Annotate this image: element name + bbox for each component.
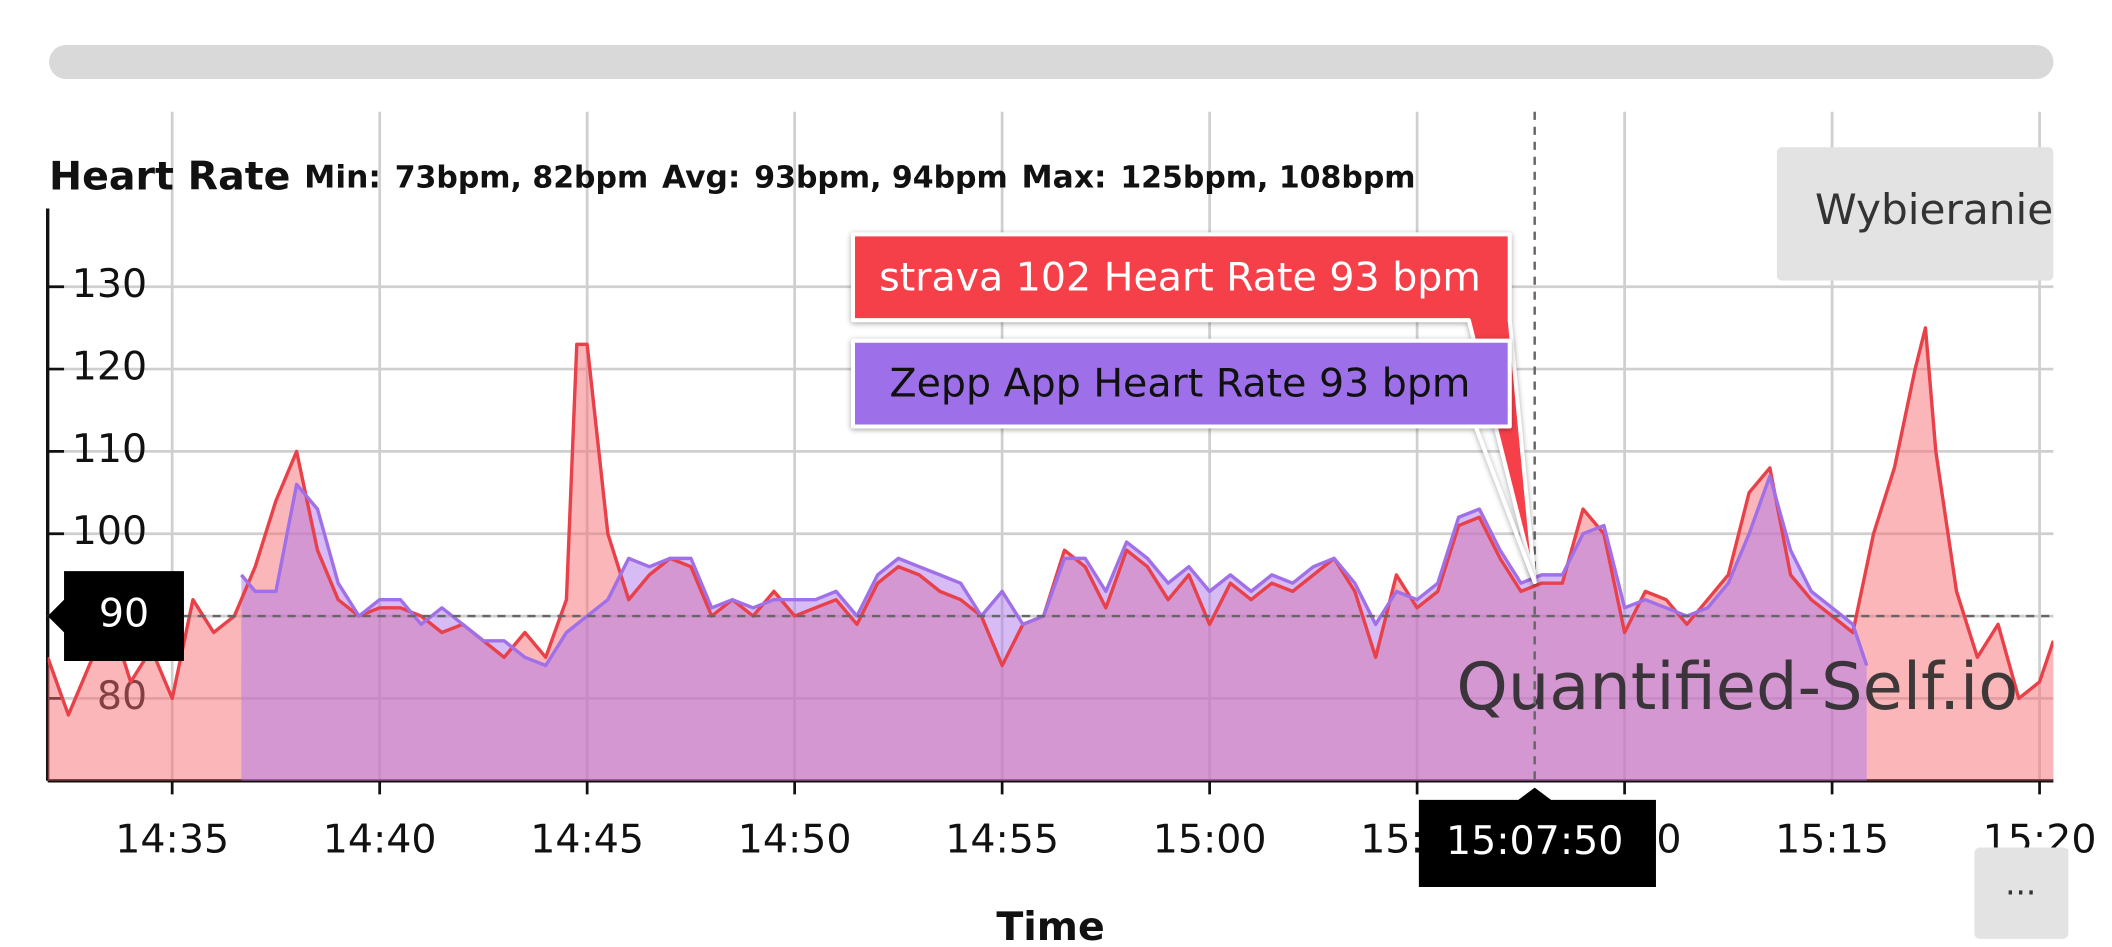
- x-tick-label: 14:35: [115, 817, 229, 863]
- stat-value: 73bpm, 82bpm: [395, 160, 649, 195]
- x-tick-label: 14:50: [738, 817, 852, 863]
- series-line: [240, 474, 1869, 668]
- tooltip: Zepp App Heart Rate 93 bpm: [850, 338, 1537, 585]
- y-tick-label: 130: [72, 261, 147, 307]
- x-tick-label: 14:55: [945, 817, 1059, 863]
- y-cursor-box: [47, 571, 184, 662]
- tooltip-series: Zepp App Heart Rate: [890, 360, 1307, 406]
- chart-title: Heart Rate: [49, 153, 290, 199]
- stat-value: 93bpm, 94bpm: [754, 160, 1008, 195]
- select-button[interactable]: Wybieranie: [1776, 147, 2054, 281]
- x-tick-label: 14:40: [323, 817, 437, 863]
- stat-label: Min:: [304, 160, 381, 196]
- stat-value: 125bpm, 108bpm: [1120, 160, 1415, 195]
- button-label: Wybieranie: [1815, 185, 2053, 234]
- x-tick-label: 14:45: [530, 817, 644, 863]
- button-bg: [1776, 147, 2054, 281]
- x-axis-label: Time: [996, 904, 1104, 947]
- more-button[interactable]: ...: [1974, 847, 2069, 939]
- x-cursor-box: [1418, 787, 1656, 888]
- y-tick-label: 100: [72, 508, 147, 554]
- scrollbar[interactable]: [49, 44, 2054, 80]
- tooltip-box: [850, 338, 1537, 585]
- tooltip-value: 93 bpm: [1319, 360, 1470, 406]
- area-fill: [241, 476, 1867, 781]
- x-tick-label: 15:15: [1775, 817, 1889, 863]
- title-line: Heart Rate Min: 73bpm, 82bpm Avg: 93bpm,…: [49, 153, 1415, 199]
- x-cursor-label: 15:07:50: [1446, 818, 1623, 864]
- button-bg: [1974, 847, 2069, 939]
- y-tick-label: 120: [72, 344, 147, 390]
- stat-label: Avg:: [662, 160, 741, 196]
- x-tick-label: 15:00: [1153, 817, 1267, 863]
- y-tick-label: 110: [72, 426, 147, 472]
- button-label: ...: [2005, 865, 2036, 903]
- tooltip-value: 93 bpm: [1329, 254, 1480, 300]
- tooltip-series: strava 102 Heart Rate: [879, 254, 1317, 300]
- stat-label: Max:: [1022, 160, 1107, 196]
- watermark: Quantified-Self.io: [1456, 649, 2018, 725]
- tooltip-text: strava 102 Heart Rate 93 bpm: [879, 254, 1481, 300]
- y-cursor-label: 90: [99, 591, 149, 637]
- tooltip-text: Zepp App Heart Rate 93 bpm: [890, 360, 1471, 406]
